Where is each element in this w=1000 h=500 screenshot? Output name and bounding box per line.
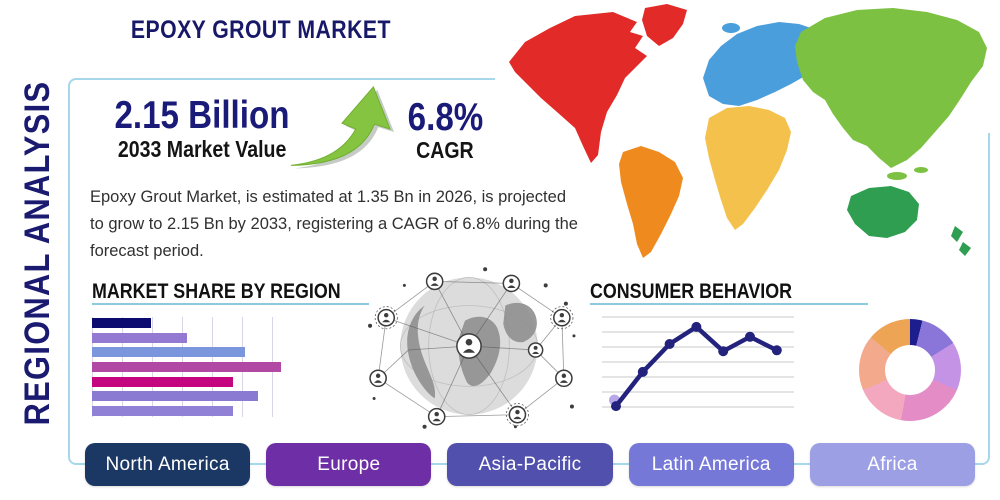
- map-europe: [703, 22, 825, 106]
- market-description: Epoxy Grout Market, is estimated at 1.35…: [90, 184, 650, 265]
- description-line: to grow to 2.15 Bn by 2033, registering …: [90, 215, 578, 233]
- description-line: Epoxy Grout Market, is estimated at 1.35…: [90, 188, 566, 206]
- person-node-icon: [502, 274, 521, 293]
- region-button-europe[interactable]: Europe: [266, 443, 432, 486]
- bar-chart-title: MARKET SHARE BY REGION: [92, 280, 341, 303]
- map-south-america: [619, 146, 683, 258]
- line-chart-title: CONSUMER BEHAVIOR: [590, 280, 792, 303]
- world-map-graphic: [509, 4, 987, 258]
- bar-segment: [92, 318, 151, 328]
- map-new-zealand: [951, 226, 971, 256]
- vertical-section-label: REGIONAL ANALYSIS: [18, 80, 57, 426]
- person-node-icon: [555, 369, 573, 388]
- person-node-icon: [527, 342, 544, 358]
- map-se-asia-islands-2: [914, 167, 928, 173]
- region-buttons-row: North America Europe Asia-Pacific Latin Ame…: [85, 443, 976, 486]
- world-map: [495, 0, 1000, 273]
- map-australia: [847, 186, 919, 238]
- market-value-stat: 2.15 Billion: [114, 94, 290, 137]
- cagr-stat: 6.8%: [407, 96, 483, 139]
- map-se-asia-islands: [887, 172, 907, 180]
- person-node-icon: [553, 308, 571, 327]
- map-africa: [705, 106, 791, 230]
- region-button-north-america[interactable]: North America: [85, 443, 251, 486]
- region-button-asia-pacific[interactable]: Asia-Pacific: [447, 443, 613, 486]
- page-title: EPOXY GROUT MARKET: [130, 16, 391, 44]
- bar-segment: [92, 332, 187, 343]
- person-node-icon: [427, 407, 446, 426]
- region-button-latin-america[interactable]: Latin America: [628, 443, 794, 486]
- person-node-icon: [425, 272, 444, 291]
- bar-segment: [92, 376, 233, 387]
- globe-network-graphic: [364, 264, 578, 430]
- market-value-label: 2033 Market Value: [117, 136, 287, 162]
- map-greenland: [642, 4, 687, 46]
- map-asia: [795, 8, 987, 168]
- cagr-label: CAGR: [416, 137, 474, 163]
- person-node-icon: [456, 333, 482, 359]
- person-node-icon: [369, 369, 387, 388]
- region-button-africa[interactable]: Africa: [809, 443, 976, 486]
- line-chart-title-underline: [590, 303, 868, 305]
- bar-chart-title-underline: [92, 303, 369, 305]
- growth-arrow-icon: [288, 80, 396, 172]
- person-node-icon: [508, 405, 527, 424]
- bar-segment: [92, 347, 246, 358]
- market-share-bar-chart: [92, 317, 302, 417]
- box-border-segment: [988, 133, 990, 275]
- bar-segment: [92, 405, 233, 416]
- bar-segment: [92, 391, 258, 402]
- map-iceland: [722, 23, 740, 33]
- donut-chart: [859, 319, 961, 421]
- person-node-icon: [377, 308, 396, 327]
- consumer-behavior-line-chart: [602, 316, 794, 412]
- description-line: forecast period.: [90, 242, 204, 260]
- bar-segment: [92, 361, 281, 372]
- map-north-america: [509, 12, 647, 163]
